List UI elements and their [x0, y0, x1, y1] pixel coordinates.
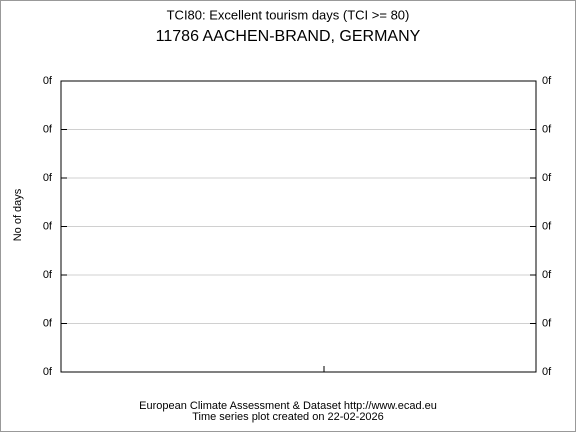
y2-tick-label: 0f — [542, 123, 552, 135]
y2-tick-label: 0f — [542, 172, 552, 184]
y-axis-label: No of days — [12, 188, 24, 241]
chart-title: TCI80: Excellent tourism days (TCI >= 80… — [167, 7, 410, 22]
note: Time series plot created on 22-02-2026 — [192, 411, 384, 423]
y-tick-label: 0f — [43, 317, 53, 329]
y-tick-label: 0f — [43, 220, 53, 232]
y-tick-label: 0f — [43, 75, 53, 87]
y-tick-label: 0f — [43, 172, 53, 184]
y2-tick-label: 0f — [542, 269, 552, 281]
y-tick-label: 0f — [43, 366, 53, 378]
source: European Climate Assessment & Dataset ht… — [139, 400, 437, 412]
chart-subtitle: 11786 AACHEN-BRAND, GERMANY — [156, 28, 421, 45]
y2-tick-label: 0f — [542, 317, 552, 329]
y2-tick-label: 0f — [542, 220, 552, 232]
y2-tick-label: 0f — [542, 366, 552, 378]
y2-tick-label: 0f — [542, 75, 552, 87]
y-tick-label: 0f — [43, 123, 53, 135]
y-tick-label: 0f — [43, 269, 53, 281]
